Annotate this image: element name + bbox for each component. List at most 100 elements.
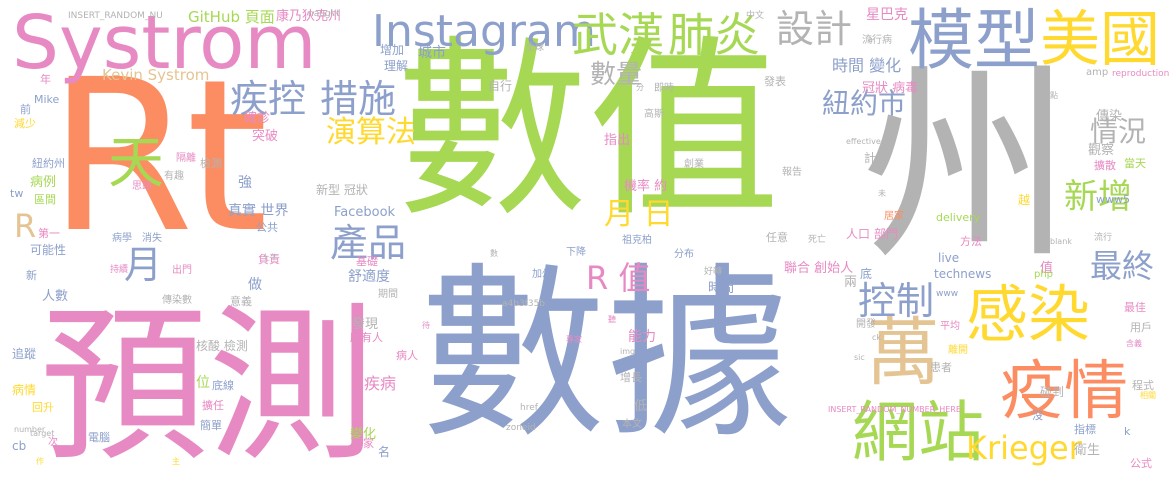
word: zoneid <box>506 423 536 433</box>
word: 擴散 <box>1094 159 1116 172</box>
word: 病學 <box>112 233 132 244</box>
word: 簡單 <box>200 419 222 432</box>
word: 思路 <box>132 181 152 192</box>
word: 時間 <box>708 281 735 296</box>
word: 能力 <box>628 329 656 345</box>
word: 真實 世界 <box>228 203 289 219</box>
word: 月 日 <box>604 197 674 232</box>
word: 增加 <box>380 43 405 57</box>
word: 碰到 <box>1040 385 1065 399</box>
word: 平均 <box>940 321 960 332</box>
word: 數值 <box>396 20 780 243</box>
word: href <box>520 403 538 413</box>
word: 指標 <box>1074 423 1096 436</box>
word: 兩 <box>844 275 858 290</box>
word: 電腦 <box>88 431 110 444</box>
word: 隔離 <box>176 153 196 164</box>
word: 數量 <box>590 60 643 90</box>
word: _blank <box>1046 237 1072 246</box>
word: 美國 <box>1040 5 1160 75</box>
word: 任意 <box>766 231 788 244</box>
word: 疾控 <box>230 77 307 121</box>
word: 名 <box>378 445 391 459</box>
word: cb <box>12 439 27 453</box>
word: 疫情 <box>1000 355 1128 429</box>
word: INSERT_RANDOM_NUMBER_HERE <box>828 405 961 414</box>
word: sic <box>854 353 865 362</box>
word: 疾病 <box>364 374 397 393</box>
word: 突破 <box>252 129 279 144</box>
word: 州 <box>862 44 1073 289</box>
word: Facebook <box>334 205 396 220</box>
word: 未 <box>878 189 886 198</box>
word: 用戶 <box>1130 321 1152 334</box>
word: 越 <box>1018 193 1031 207</box>
word: 新型 冠狀 <box>316 183 368 197</box>
word: 肺炎 <box>668 8 760 62</box>
word: 病人 <box>396 349 418 362</box>
word: 新增 <box>1064 177 1132 217</box>
word: 流行 <box>1094 233 1113 243</box>
word: 點 <box>1050 91 1058 100</box>
word: 控制 <box>858 279 935 323</box>
word: 核酸 檢測 <box>196 339 248 353</box>
word: R <box>14 207 37 245</box>
word: INSERT_RANDOM_NU <box>68 11 163 21</box>
word: 可能性 <box>30 243 67 257</box>
word: 時間 變化 <box>832 56 902 75</box>
word: 舒適度 <box>348 269 390 285</box>
word: 理解 <box>384 59 409 73</box>
word: 報告 <box>782 167 802 178</box>
word: 患者 <box>930 361 952 374</box>
word: Systrom <box>12 0 317 86</box>
word: number <box>14 425 46 434</box>
word: 程式 <box>1132 379 1154 392</box>
word: Instagram <box>372 6 596 57</box>
word: live <box>938 251 960 265</box>
word: 聯合 創始人 <box>784 261 854 276</box>
word: GitHub 頁面 <box>188 8 275 26</box>
word: 中文 <box>746 11 765 21</box>
word: naught <box>308 9 340 19</box>
word: 紐約市 <box>822 87 907 120</box>
word: 居家 <box>884 211 904 222</box>
word: 創業 <box>684 159 704 170</box>
word: 基礎 <box>356 255 378 268</box>
word: 出門 <box>172 265 192 276</box>
word: 傳染數 <box>162 295 192 306</box>
word: 回升 <box>32 401 54 414</box>
word: 即時 <box>654 83 674 94</box>
word: 區間 <box>34 193 56 206</box>
word: a <box>868 35 873 44</box>
word: 含義 <box>1126 339 1142 348</box>
word: ck <box>872 333 882 342</box>
word: 本文 <box>622 419 642 430</box>
word: tw <box>10 187 24 200</box>
word: 人口 部門 <box>846 227 898 241</box>
word: 公式 <box>1130 457 1152 470</box>
word: 減少 <box>14 117 36 130</box>
word: 全球 <box>526 43 545 53</box>
word: 武漢 <box>572 8 664 62</box>
word: technews <box>934 267 992 281</box>
word: 有趣 <box>164 171 184 182</box>
word: 底線 <box>212 379 234 392</box>
word: 意義 <box>230 295 252 308</box>
word: 消失 <box>142 233 162 244</box>
word: 傳染 <box>1096 109 1123 124</box>
word: reproduction <box>1112 69 1170 79</box>
word: 強 <box>238 175 252 191</box>
word: R 值 <box>586 259 651 297</box>
word: 好轉 <box>704 267 723 277</box>
word: effective <box>846 137 881 146</box>
word: 當天 <box>1124 157 1146 170</box>
word: 次 <box>48 437 58 448</box>
word: www <box>936 289 959 299</box>
word: amp <box>1086 67 1109 78</box>
word: 聽 <box>608 315 616 324</box>
word: 開發 <box>856 319 876 330</box>
word: 值 <box>1040 261 1054 276</box>
word: 人數 <box>42 289 69 304</box>
word: 增長 <box>620 371 642 384</box>
